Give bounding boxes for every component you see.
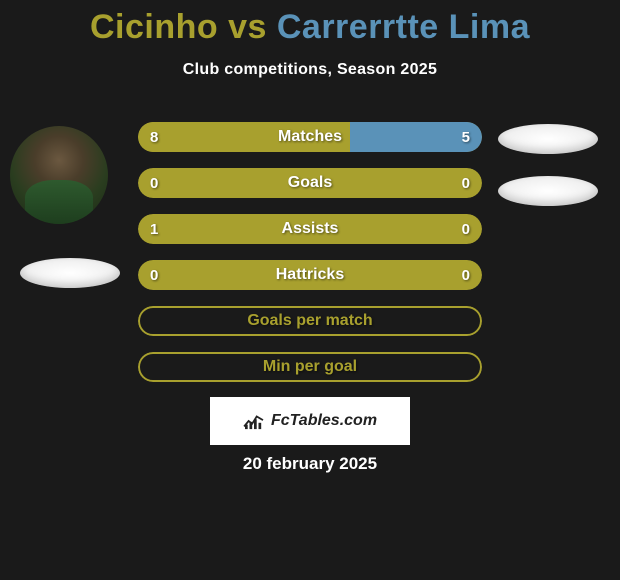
attribution-badge: FcTables.com <box>210 397 410 445</box>
bar-segment-player1 <box>138 122 350 152</box>
player1-placeholder-ellipse <box>20 258 120 288</box>
player1-name: Cicinho <box>90 8 218 46</box>
bar-value-player2: 0 <box>462 168 470 198</box>
stat-bar-row: 10Assists <box>138 214 482 244</box>
stat-bar-row: 00Goals <box>138 168 482 198</box>
stat-bar-row: 00Hattricks <box>138 260 482 290</box>
bar-value-player1: 1 <box>150 214 158 244</box>
player1-avatar <box>10 126 108 224</box>
bar-label: Min per goal <box>138 352 482 382</box>
date-label: 20 february 2025 <box>0 454 620 474</box>
player2-avatar-placeholder <box>498 124 598 154</box>
bar-value-player1: 8 <box>150 122 158 152</box>
bar-track <box>138 214 482 244</box>
bar-outline <box>138 306 482 336</box>
bar-value-player2: 0 <box>462 214 470 244</box>
bar-label: Goals per match <box>138 306 482 336</box>
bar-track <box>138 168 482 198</box>
vs-text: vs <box>218 8 277 46</box>
player2-name: Carrerrtte Lima <box>277 8 530 46</box>
bar-outline <box>138 352 482 382</box>
stat-bar-row: Goals per match <box>138 306 482 336</box>
subtitle: Club competitions, Season 2025 <box>0 61 620 79</box>
bar-value-player1: 0 <box>150 168 158 198</box>
comparison-title: Cicinho vs Carrerrtte Lima <box>0 0 620 47</box>
stat-bar-row: 85Matches <box>138 122 482 152</box>
bar-track <box>138 260 482 290</box>
stat-bar-row: Min per goal <box>138 352 482 382</box>
bar-value-player2: 5 <box>462 122 470 152</box>
attribution-text: FcTables.com <box>271 412 377 430</box>
bar-value-player1: 0 <box>150 260 158 290</box>
chart-icon <box>243 412 265 430</box>
player2-placeholder-ellipse <box>498 176 598 206</box>
bar-value-player2: 0 <box>462 260 470 290</box>
stat-bars: 85Matches00Goals10Assists00HattricksGoal… <box>138 122 482 398</box>
